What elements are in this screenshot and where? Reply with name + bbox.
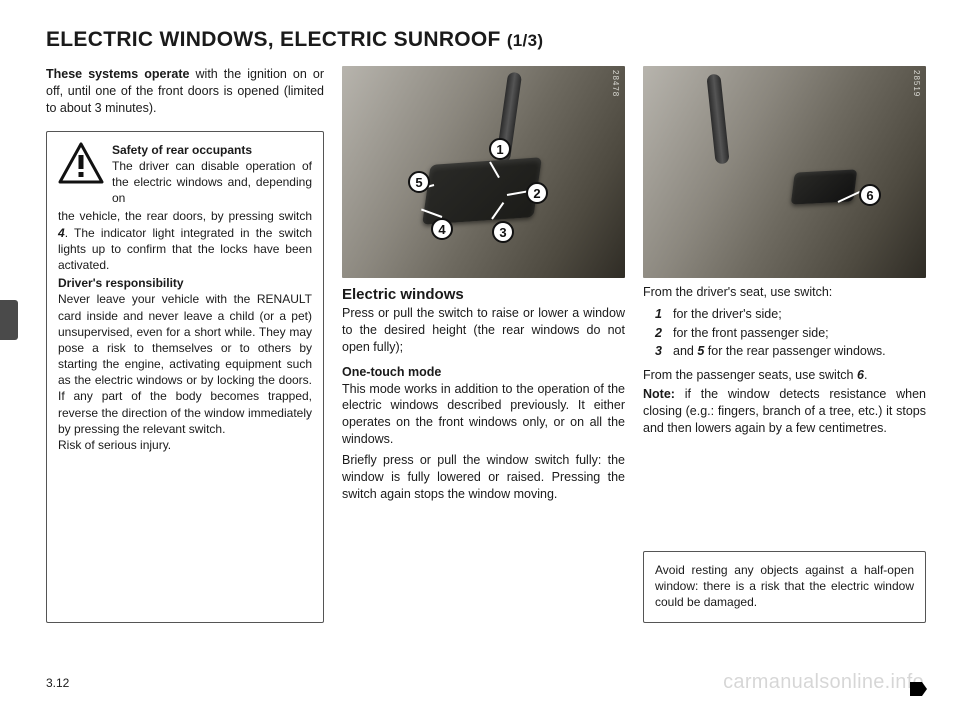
safety-box: Safety of rear occupants The driver can … [46,131,324,623]
safety-p3: Risk of serious injury. [58,437,312,453]
onetouch-heading: One-touch mode [342,365,441,379]
columns: These systems operate with the ignition … [46,66,926,623]
col3-lead: From the driver's seat, use switch: [643,284,926,301]
callout-5: 5 [408,171,430,193]
page-title: ELECTRIC WINDOWS, ELECTRIC SUNROOF (1/3) [46,28,926,52]
col2-p2: This mode works in addition to the opera… [342,382,625,447]
switch-list: 1for the driver's side; 2for the front p… [643,305,926,361]
column-left: These systems operate with the ignition … [46,66,324,623]
watermark: carmanualsonline.info [723,671,924,694]
column-right: 28519 6 From the driver's seat, use swit… [643,66,926,623]
list-item: 1for the driver's side; [643,305,926,324]
col3-passenger: From the passenger seats, use switch 6. [643,367,926,384]
warning-icon [58,142,104,184]
callout-1: 1 [489,138,511,160]
caution-text: Avoid resting any objects against a half… [655,563,914,609]
callout-3: 3 [492,221,514,243]
safety-head-block: Safety of rear occupants The driver can … [112,142,312,207]
caution-box: Avoid resting any objects against a half… [643,551,926,623]
switch-panel-2 [791,169,857,204]
figure-passenger-door: 28519 6 [643,66,926,278]
intro-lead: These systems operate [46,67,189,81]
side-tab [0,300,18,340]
safety-switch4: 4 [58,226,65,240]
title-main: ELECTRIC WINDOWS, ELECTRIC SUNROOF [46,28,501,51]
callout-4: 4 [431,218,453,240]
electric-windows-heading: Electric windows [342,286,625,303]
figure-driver-door: 28478 1 2 3 4 5 [342,66,625,278]
col2-p1: Press or pull the switch to raise or low… [342,305,625,356]
col2-onetouch: One-touch mode This mode works in additi… [342,364,625,448]
title-page-indicator: (1/3) [507,31,543,50]
page-number: 3.12 [46,676,69,690]
safety-heading-1: Safety of rear occupants [112,142,312,158]
corner-mark-icon [910,682,922,696]
list-item: 3and 5 for the rear passenger windows. [643,342,926,361]
warning-row: Safety of rear occupants The driver can … [58,142,312,207]
intro-paragraph: These systems operate with the ignition … [46,66,324,117]
safety-heading-2: Driver's responsibility [58,275,312,291]
callout-6: 6 [859,184,881,206]
safety-p1-cont: the vehicle, the rear doors, by pressing… [58,209,312,223]
safety-p1b: . The indicator light integrated in the … [58,226,312,272]
safety-p2: Never leave your vehicle with the RENAUL… [58,291,312,437]
safety-p1-indent: The driver can disable operation of the … [112,159,312,205]
column-middle: 28478 1 2 3 4 5 Electric windows Press o… [342,66,625,623]
col3-note: Note: if the window detects resistance w… [643,386,926,437]
callout-2: 2 [526,182,548,204]
figure-number-left: 28478 [611,70,620,97]
list-item: 2for the front passenger side; [643,324,926,343]
col2-p3: Briefly press or pull the window switch … [342,452,625,503]
door-handle-2 [706,74,729,165]
figure-number-right: 28519 [912,70,921,97]
